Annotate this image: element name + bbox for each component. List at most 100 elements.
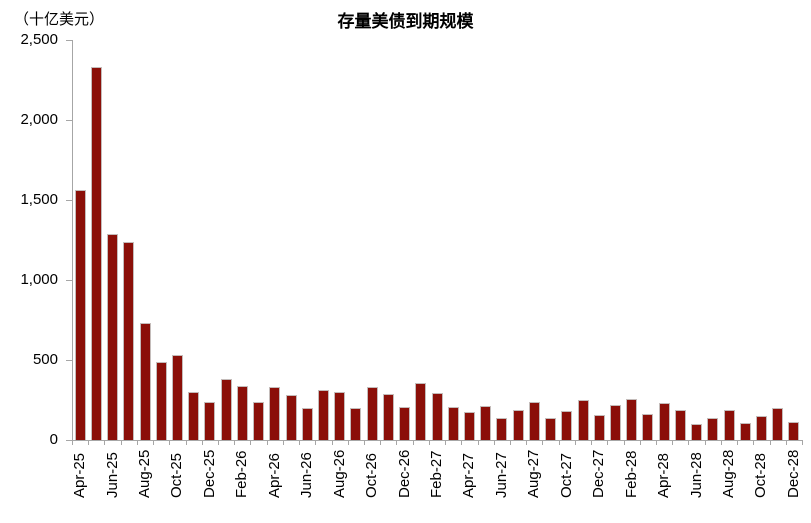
bar xyxy=(577,400,589,440)
x-axis-tick xyxy=(526,441,528,445)
x-axis-tick-label: Dec-25 xyxy=(200,449,218,498)
y-axis-tick-label: 0 xyxy=(49,431,58,448)
bar xyxy=(285,395,297,440)
x-axis-tick xyxy=(477,441,479,445)
bar xyxy=(545,417,557,440)
bar xyxy=(171,355,183,440)
x-axis-tick xyxy=(380,441,382,445)
x-axis-tick-label: Feb-27 xyxy=(428,450,445,498)
x-axis-tick xyxy=(282,441,284,445)
chart-title: 存量美债到期规模 xyxy=(337,12,474,31)
x-axis-tick-label: Aug-28 xyxy=(720,449,737,498)
x-axis-tick-label: Apr-28 xyxy=(655,452,673,498)
bar xyxy=(561,411,573,440)
x-axis-tick-label: Apr-26 xyxy=(265,452,283,498)
y-axis-tick xyxy=(66,360,72,361)
x-axis-tick xyxy=(493,441,495,445)
y-axis-tick xyxy=(66,200,72,201)
x-axis-tick xyxy=(120,441,122,445)
y-axis-tick xyxy=(66,440,72,441)
bar xyxy=(707,418,719,440)
x-axis-tick-label: Oct-27 xyxy=(557,452,575,498)
x-axis-tick xyxy=(201,441,203,445)
x-axis-line xyxy=(72,440,803,441)
bar xyxy=(658,403,670,440)
x-axis-tick xyxy=(218,441,219,445)
y-axis-tick xyxy=(66,120,72,121)
bar xyxy=(107,233,119,440)
x-axis-tick-label: Jun-25 xyxy=(103,452,121,498)
bar xyxy=(496,417,508,440)
y-axis-tick-label: 1,500 xyxy=(20,191,58,208)
bar xyxy=(463,412,475,440)
x-axis-tick xyxy=(574,441,576,445)
x-axis-tick xyxy=(396,441,398,445)
x-axis-tick-label: Dec-27 xyxy=(590,449,608,498)
bar xyxy=(593,415,605,440)
x-axis-tick xyxy=(704,441,706,445)
y-axis-tick xyxy=(66,280,72,281)
bar xyxy=(74,189,86,440)
bar xyxy=(220,379,232,440)
x-axis-tick xyxy=(542,441,544,445)
x-axis-tick xyxy=(639,441,641,445)
x-axis-tick xyxy=(136,441,138,445)
bar xyxy=(691,424,703,440)
x-axis-tick-label: Oct-28 xyxy=(752,452,770,498)
x-axis-tick xyxy=(737,441,739,445)
bar xyxy=(253,401,265,440)
y-axis-line xyxy=(72,40,73,440)
x-axis-tick-label: Apr-27 xyxy=(460,452,478,498)
bar xyxy=(609,404,621,440)
x-axis-tick xyxy=(153,441,155,445)
x-axis-tick-label: Feb-28 xyxy=(622,450,640,498)
x-axis-tick-label: Aug-26 xyxy=(330,449,348,498)
bar xyxy=(512,410,524,440)
bar xyxy=(155,361,167,440)
bar xyxy=(350,408,362,440)
x-axis-tick xyxy=(331,441,333,445)
bar xyxy=(236,386,248,440)
bar xyxy=(123,241,135,440)
bar xyxy=(674,409,686,440)
x-axis-tick xyxy=(688,441,690,445)
bar xyxy=(447,407,459,440)
bar xyxy=(642,414,654,440)
x-axis-tick xyxy=(461,441,463,445)
x-axis-tick xyxy=(266,441,268,445)
bar xyxy=(204,402,216,440)
x-axis-tick-label: Aug-27 xyxy=(525,449,543,498)
x-axis-tick xyxy=(185,441,187,445)
x-axis-tick xyxy=(769,441,771,445)
x-axis-tick xyxy=(720,441,722,445)
bar xyxy=(139,323,151,440)
x-axis-tick-label: Jun-27 xyxy=(492,452,510,498)
bar xyxy=(269,387,281,440)
bar xyxy=(480,405,492,440)
bar xyxy=(399,407,411,440)
bar xyxy=(90,67,102,440)
x-axis-tick-label: Feb-26 xyxy=(233,450,251,498)
x-axis-tick-label: Dec-26 xyxy=(395,449,413,498)
bar xyxy=(415,383,427,440)
x-axis-tick xyxy=(315,441,317,445)
y-axis-tick-label: 2,500 xyxy=(20,31,58,48)
bar xyxy=(626,399,638,440)
x-axis-tick xyxy=(104,441,106,445)
x-axis-tick xyxy=(250,441,252,445)
bar xyxy=(317,389,329,440)
x-axis-tick xyxy=(364,441,365,445)
x-axis-tick xyxy=(672,441,674,445)
bar xyxy=(301,408,313,440)
x-axis-tick-label: Dec-28 xyxy=(784,449,802,498)
x-axis-tick-label: Oct-26 xyxy=(363,452,381,498)
x-axis-tick-label: Apr-25 xyxy=(71,452,89,498)
x-axis-tick xyxy=(558,441,560,445)
x-axis-tick xyxy=(753,441,755,445)
x-axis-tick xyxy=(591,441,593,445)
y-axis-unit-label: （十亿美元） xyxy=(14,11,105,28)
bar xyxy=(366,387,378,440)
bar xyxy=(739,423,751,440)
x-axis-tick xyxy=(299,441,301,445)
